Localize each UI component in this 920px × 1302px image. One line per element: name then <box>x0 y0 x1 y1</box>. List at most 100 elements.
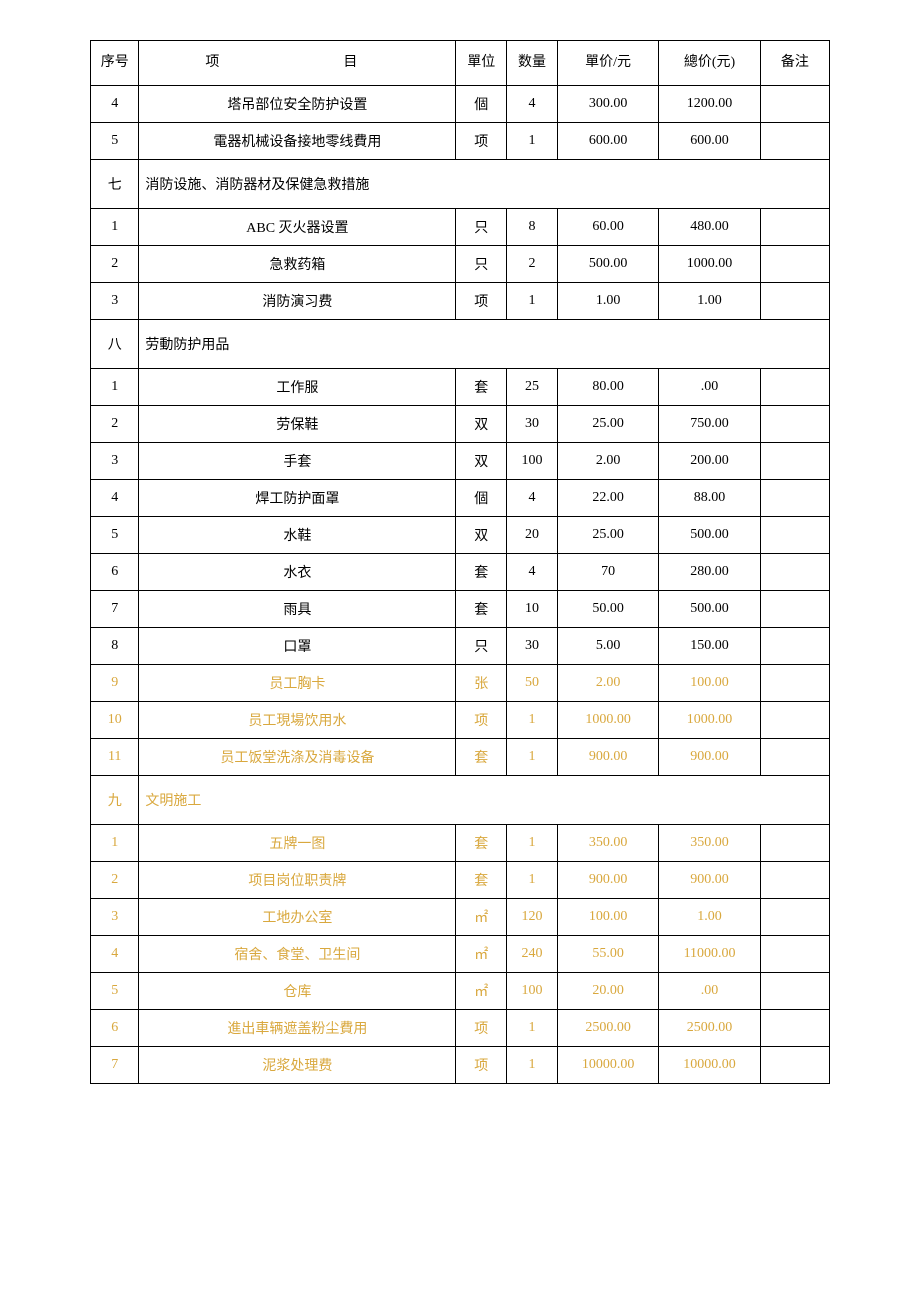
cell-unit: 套 <box>456 590 507 627</box>
cell-total: .00 <box>659 368 760 405</box>
cell-total: 500.00 <box>659 516 760 553</box>
cell-total: 500.00 <box>659 590 760 627</box>
cell-item: 劳保鞋 <box>139 405 456 442</box>
cell-note <box>760 738 829 775</box>
header-seq: 序号 <box>91 41 139 86</box>
cell-unit: 個 <box>456 85 507 122</box>
cell-unit: 套 <box>456 553 507 590</box>
cell-item: 工作服 <box>139 368 456 405</box>
table-row: 七消防设施、消防器材及保健急救措施 <box>91 159 830 208</box>
cell-seq: 4 <box>91 85 139 122</box>
cell-price: 350.00 <box>557 824 658 861</box>
table-row: 3消防演习费项11.001.00 <box>91 282 830 319</box>
table-row: 2劳保鞋双3025.00750.00 <box>91 405 830 442</box>
table-row: 8口罩只305.00150.00 <box>91 627 830 664</box>
cell-item: 项目岗位职责牌 <box>139 861 456 898</box>
cell-seq: 九 <box>91 775 139 824</box>
cell-price: 2.00 <box>557 442 658 479</box>
cell-section-label: 劳動防护用品 <box>139 319 830 368</box>
cell-price: 22.00 <box>557 479 658 516</box>
cell-qty: 1 <box>507 122 558 159</box>
cell-unit: 套 <box>456 738 507 775</box>
cell-qty: 1 <box>507 738 558 775</box>
cell-seq: 6 <box>91 1009 139 1046</box>
cell-seq: 3 <box>91 282 139 319</box>
cell-price: 900.00 <box>557 738 658 775</box>
cell-total: 1200.00 <box>659 85 760 122</box>
cell-qty: 4 <box>507 553 558 590</box>
table-row: 5電器机械设备接地零线費用项1600.00600.00 <box>91 122 830 159</box>
cell-item: 五牌一图 <box>139 824 456 861</box>
cell-note <box>760 245 829 282</box>
cell-qty: 50 <box>507 664 558 701</box>
cell-seq: 1 <box>91 824 139 861</box>
cell-unit: 個 <box>456 479 507 516</box>
header-unit: 單位 <box>456 41 507 86</box>
table-row: 八劳動防护用品 <box>91 319 830 368</box>
table-row: 5水鞋双2025.00500.00 <box>91 516 830 553</box>
cell-note <box>760 368 829 405</box>
cell-qty: 10 <box>507 590 558 627</box>
cell-note <box>760 664 829 701</box>
cell-item: 水鞋 <box>139 516 456 553</box>
table-row: 九文明施工 <box>91 775 830 824</box>
table-header-row: 序号 项 目 單位 数量 單价/元 總价(元) 备注 <box>91 41 830 86</box>
cell-total: 350.00 <box>659 824 760 861</box>
cell-total: 100.00 <box>659 664 760 701</box>
table-row: 4宿舍、食堂、卫生间㎡24055.0011000.00 <box>91 935 830 972</box>
cell-item: 员工胸卡 <box>139 664 456 701</box>
cell-item: 水衣 <box>139 553 456 590</box>
header-item: 项 目 <box>139 41 456 86</box>
cell-total: 10000.00 <box>659 1046 760 1083</box>
cell-unit: 套 <box>456 368 507 405</box>
cell-note <box>760 442 829 479</box>
cell-item: 宿舍、食堂、卫生间 <box>139 935 456 972</box>
cell-price: 5.00 <box>557 627 658 664</box>
cell-qty: 1 <box>507 861 558 898</box>
cell-item: 员工饭堂洗涤及消毒设备 <box>139 738 456 775</box>
cell-item: 電器机械设备接地零线費用 <box>139 122 456 159</box>
cell-seq: 2 <box>91 405 139 442</box>
cell-price: 10000.00 <box>557 1046 658 1083</box>
cell-price: 500.00 <box>557 245 658 282</box>
cell-qty: 1 <box>507 282 558 319</box>
cell-item: 急救药箱 <box>139 245 456 282</box>
cell-seq: 3 <box>91 442 139 479</box>
cell-item: 塔吊部位安全防护设置 <box>139 85 456 122</box>
cell-seq: 7 <box>91 590 139 627</box>
cell-seq: 10 <box>91 701 139 738</box>
cell-unit: 套 <box>456 861 507 898</box>
header-total: 總价(元) <box>659 41 760 86</box>
cell-total: 280.00 <box>659 553 760 590</box>
table-row: 6進出車辆遮盖粉尘費用项12500.002500.00 <box>91 1009 830 1046</box>
cell-price: 70 <box>557 553 658 590</box>
cell-item: 工地办公室 <box>139 898 456 935</box>
cell-note <box>760 861 829 898</box>
cell-price: 900.00 <box>557 861 658 898</box>
cell-price: 600.00 <box>557 122 658 159</box>
cell-note <box>760 405 829 442</box>
cell-unit: 张 <box>456 664 507 701</box>
cell-total: 900.00 <box>659 738 760 775</box>
table-row: 6水衣套470280.00 <box>91 553 830 590</box>
cell-price: 80.00 <box>557 368 658 405</box>
cell-item: 雨具 <box>139 590 456 627</box>
table-row: 3手套双1002.00200.00 <box>91 442 830 479</box>
table-row: 3工地办公室㎡120100.001.00 <box>91 898 830 935</box>
cell-total: 600.00 <box>659 122 760 159</box>
table-row: 7雨具套1050.00500.00 <box>91 590 830 627</box>
cell-unit: 项 <box>456 1046 507 1083</box>
table-row: 11员工饭堂洗涤及消毒设备套1900.00900.00 <box>91 738 830 775</box>
table-row: 10员工現場饮用水项11000.001000.00 <box>91 701 830 738</box>
cell-total: 200.00 <box>659 442 760 479</box>
cell-seq: 八 <box>91 319 139 368</box>
cell-item: 消防演习费 <box>139 282 456 319</box>
table-row: 1ABC 灭火器设置只860.00480.00 <box>91 208 830 245</box>
table-row: 1工作服套2580.00.00 <box>91 368 830 405</box>
cell-item: 進出車辆遮盖粉尘費用 <box>139 1009 456 1046</box>
cell-price: 50.00 <box>557 590 658 627</box>
cell-item: 口罩 <box>139 627 456 664</box>
cell-item: 手套 <box>139 442 456 479</box>
cell-item: 员工現場饮用水 <box>139 701 456 738</box>
cell-note <box>760 935 829 972</box>
